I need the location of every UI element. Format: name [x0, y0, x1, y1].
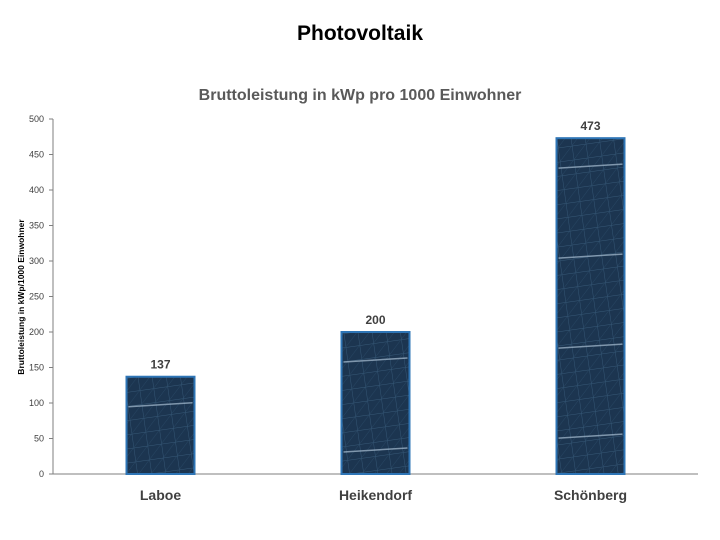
bar-texture [343, 357, 408, 453]
bar-streak [558, 253, 623, 259]
y-tick-label: 100 [29, 398, 44, 408]
bar-heikendorf [340, 331, 411, 475]
labels: 137 Laboe 200 Heikendorf 473 Schönberg [140, 119, 627, 503]
y-tick-label: 150 [29, 363, 44, 373]
bar-streak [343, 357, 408, 363]
bar-schönberg [555, 137, 626, 475]
data-label: 200 [365, 313, 385, 327]
y-tick-label: 400 [29, 185, 44, 195]
y-tick-label: 350 [29, 221, 44, 231]
data-label: 137 [150, 358, 170, 372]
bar-texture [558, 163, 623, 439]
chart-title: Bruttoleistung in kWp pro 1000 Einwohner [198, 87, 522, 104]
bar-laboe [125, 375, 196, 476]
bar-streak [558, 163, 623, 169]
y-tick-label: 50 [34, 434, 44, 444]
y-axis-label: Bruttoleistung in kWp/1000 Einwohner [16, 219, 26, 375]
x-tick-label: Heikendorf [339, 487, 412, 503]
y-tick-label: 500 [29, 114, 44, 124]
y-tick-label: 0 [39, 469, 44, 479]
bar-texture [128, 401, 193, 408]
y-tick-label: 250 [29, 292, 44, 302]
y-tick-label: 450 [29, 150, 44, 160]
bar-streak [343, 447, 408, 453]
x-tick-label: Laboe [140, 487, 181, 503]
data-label: 473 [580, 119, 600, 133]
bar-streak [128, 401, 193, 408]
y-tick-label: 200 [29, 327, 44, 337]
bar-streak [558, 343, 623, 349]
x-tick-label: Schönberg [554, 487, 627, 503]
bars [125, 137, 626, 476]
bar-streak [558, 433, 623, 439]
page-title: Photovoltaik [296, 22, 423, 45]
y-tick-label: 300 [29, 256, 44, 266]
